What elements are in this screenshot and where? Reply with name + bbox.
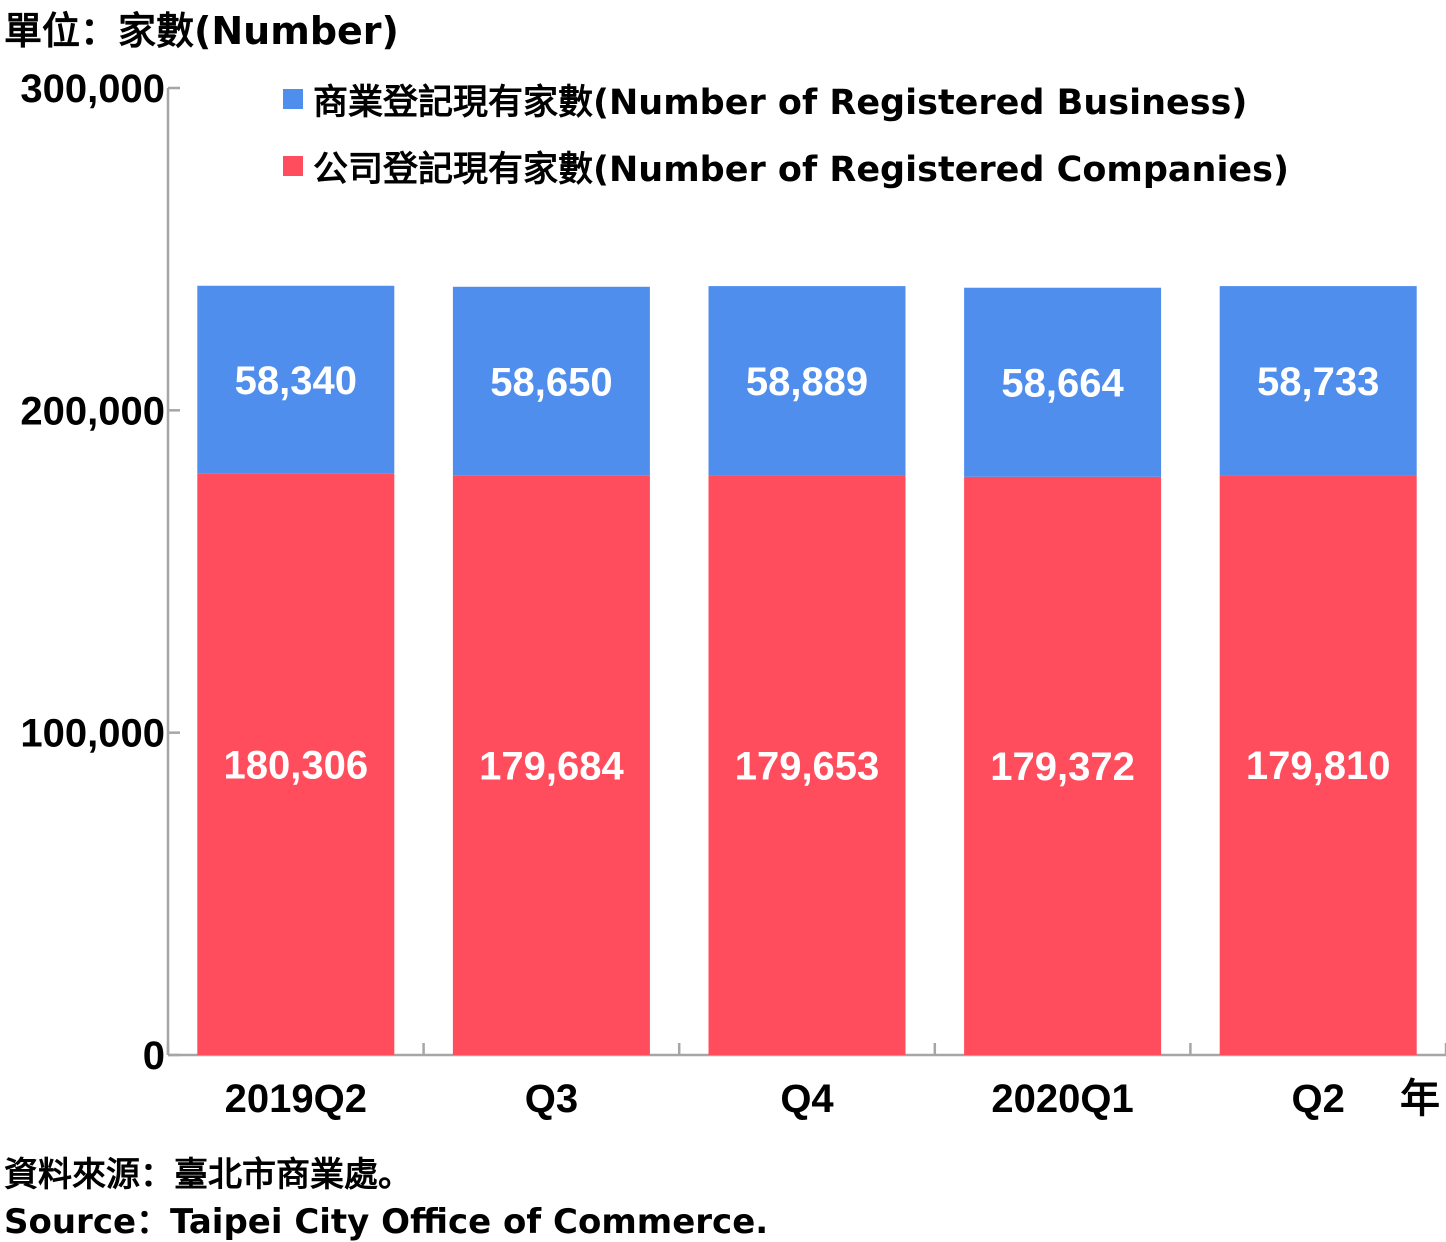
data-label-business: 58,733 (1257, 360, 1379, 404)
source-zh: 資料來源：臺北市商業處。 (4, 1155, 412, 1195)
x-category-label: Q3 (525, 1077, 578, 1121)
data-label-business: 58,664 (1001, 361, 1124, 405)
x-category-label: 2020Q1 (991, 1077, 1133, 1121)
x-category-label: 2019Q2 (225, 1077, 367, 1121)
y-tick-label: 0 (143, 1034, 165, 1078)
bar-business (964, 287, 1162, 477)
legend-item-companies: 公司登記現有家數(Number of Registered Companies) (283, 150, 1289, 190)
source-en: Source：Taipei City Office of Commerce. (4, 1202, 768, 1242)
bar-companies (452, 475, 650, 1055)
data-label-business: 58,650 (490, 360, 612, 404)
legend-item-business: 商業登記現有家數(Number of Registered Business) (283, 83, 1247, 123)
x-axis-category-labels: 2019Q2 Q3 Q4 2020Q1 Q2 (225, 1077, 1345, 1121)
unit-label: 單位：家數(Number) (4, 9, 399, 53)
data-label-companies: 179,684 (479, 744, 624, 788)
data-label-companies: 180,306 (224, 743, 369, 787)
bar-companies (708, 475, 906, 1056)
legend-label-companies: 公司登記現有家數(Number of Registered Companies) (313, 150, 1289, 190)
x-category-label: Q2 (1292, 1077, 1345, 1121)
bar-business (452, 286, 650, 476)
y-tick-label: 300,000 (20, 67, 165, 111)
y-tick-label: 200,000 (20, 389, 165, 433)
y-axis: 0 100,000 200,000 300,000 (20, 67, 180, 1078)
x-axis-ticks (166, 1043, 1446, 1055)
legend: 商業登記現有家數(Number of Registered Business) … (283, 83, 1289, 190)
bar-business (708, 286, 906, 476)
bar-business (197, 285, 395, 474)
bar-series (197, 285, 1417, 1056)
bar-companies (1219, 475, 1417, 1055)
y-tick-label: 100,000 (20, 712, 165, 756)
data-label-business: 58,889 (746, 360, 868, 404)
legend-label-business: 商業登記現有家數(Number of Registered Business) (313, 83, 1247, 123)
bar-companies (964, 476, 1162, 1056)
y-axis-ticks: 0 100,000 200,000 300,000 (20, 67, 180, 1078)
legend-swatch-business (283, 89, 303, 109)
data-label-companies: 179,810 (1246, 744, 1391, 788)
bar-companies (197, 473, 395, 1055)
data-label-companies: 179,372 (990, 745, 1135, 789)
bar-business (1219, 286, 1417, 476)
data-label-companies: 179,653 (735, 744, 880, 788)
data-label-business: 58,340 (235, 359, 357, 403)
legend-swatch-companies (283, 156, 303, 176)
bar-data-labels: 180,306 58,340 179,684 58,650 179,653 58,889 1… (224, 359, 1391, 789)
year-suffix-label: 年 (1400, 1077, 1440, 1121)
x-category-label: Q4 (780, 1077, 834, 1121)
